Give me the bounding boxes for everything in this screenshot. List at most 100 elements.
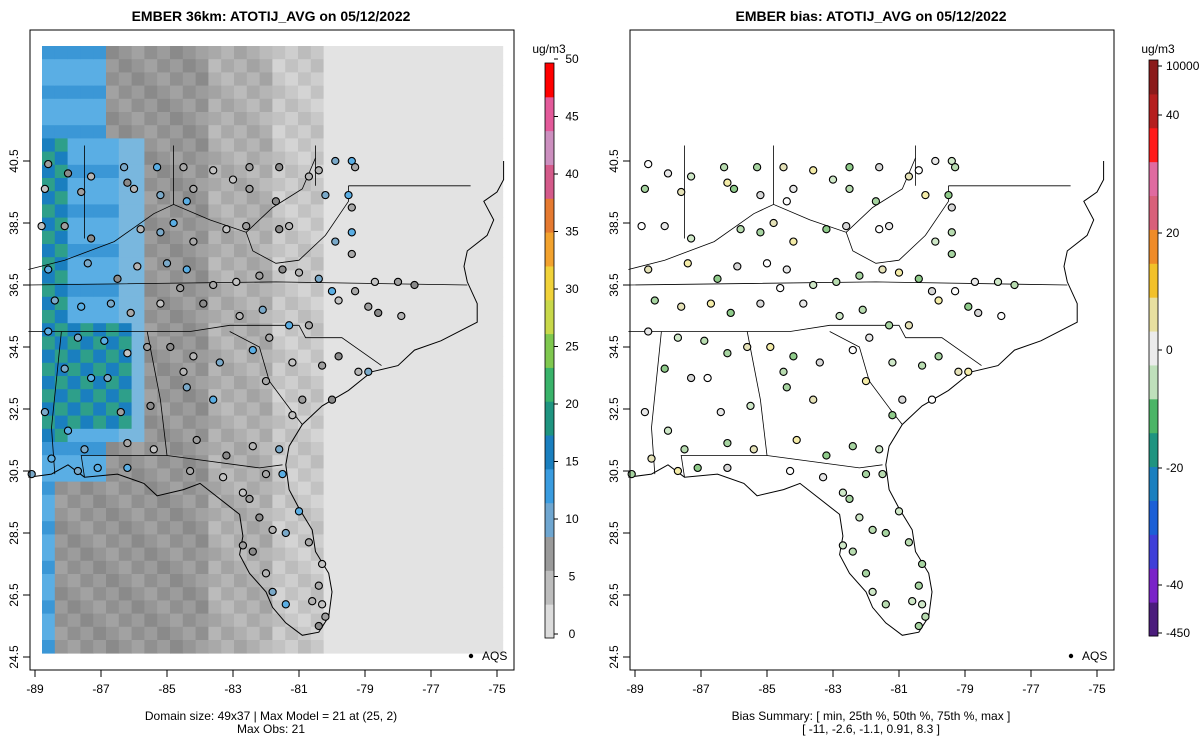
grid-cell (285, 46, 299, 60)
grid-cell (234, 362, 248, 377)
grid-cell (323, 178, 337, 192)
grid-cell (362, 257, 376, 271)
grid-cell (298, 336, 312, 350)
grid-cell (438, 600, 452, 614)
grid-cell (387, 296, 401, 311)
grid-cell (426, 46, 440, 60)
left-ytick-label: 32.5 (7, 397, 21, 421)
grid-cell (93, 494, 107, 509)
grid-cell (67, 534, 81, 548)
grid-cell (349, 376, 363, 390)
grid-cell (464, 270, 478, 284)
grid-cell (413, 46, 427, 60)
grid-cell (246, 428, 260, 443)
grid-cell (195, 72, 209, 86)
right-legend-label: AQS (1082, 649, 1107, 663)
grid-cell (234, 283, 248, 298)
grid-cell (451, 574, 465, 588)
right-colorbar-segment (1149, 602, 1158, 637)
grid-cell (336, 270, 350, 284)
grid-cell (118, 59, 132, 73)
grid-cell (54, 521, 68, 535)
left-ytick-label: 34.5 (7, 335, 21, 359)
grid-cell (323, 468, 337, 482)
grid-cell (67, 521, 81, 535)
grid-cell (195, 442, 209, 456)
grid-cell (464, 560, 478, 575)
grid-cell (42, 46, 56, 60)
grid-cell (387, 323, 401, 337)
grid-cell (272, 125, 286, 139)
grid-cell (157, 521, 171, 535)
grid-cell (259, 613, 273, 628)
left-colorbar-segment (545, 502, 554, 538)
right-site-marker (881, 528, 890, 538)
grid-cell (67, 508, 81, 522)
left-site-marker (275, 445, 284, 454)
left-colorbar-segment (545, 367, 554, 402)
grid-cell (80, 494, 94, 509)
grid-cell (464, 587, 478, 601)
left-site-marker (321, 190, 330, 200)
state-border (28, 281, 468, 286)
left-colorbar-label: 30 (565, 282, 579, 296)
grid-cell (170, 626, 184, 641)
grid-cell (80, 349, 94, 364)
grid-cell (42, 98, 56, 113)
grid-cell (106, 257, 120, 271)
grid-cell (413, 508, 427, 522)
grid-cell (221, 244, 235, 258)
grid-cell (451, 230, 465, 245)
grid-cell (157, 46, 171, 60)
grid-cell (118, 98, 132, 113)
grid-cell (170, 560, 184, 575)
grid-cell (170, 138, 184, 152)
grid-cell (490, 600, 504, 614)
grid-cell (93, 442, 107, 456)
grid-cell (259, 46, 273, 60)
grid-cell (362, 428, 376, 443)
grid-cell (157, 415, 171, 430)
right-site-marker (845, 163, 854, 172)
grid-cell (208, 72, 222, 86)
grid-cell (131, 442, 145, 456)
left-site-marker (294, 268, 304, 277)
grid-cell (426, 468, 440, 482)
grid-cell (374, 204, 388, 218)
grid-cell (131, 376, 145, 390)
grid-cell (362, 574, 376, 588)
grid-cell (336, 587, 350, 601)
grid-cell (118, 376, 132, 390)
grid-cell (93, 178, 107, 192)
grid-cell (310, 217, 324, 232)
grid-cell (336, 362, 350, 377)
right-site-marker (677, 302, 686, 311)
right-site-marker (964, 302, 973, 311)
grid-cell (336, 125, 350, 139)
left-colorbar-segment (545, 333, 554, 368)
grid-cell (426, 296, 440, 311)
grid-cell (387, 46, 401, 60)
grid-cell (246, 574, 260, 588)
grid-cell (464, 376, 478, 390)
left-site-marker (317, 361, 327, 370)
grid-cell (42, 59, 56, 73)
grid-cell (349, 574, 363, 588)
grid-cell (131, 415, 145, 430)
grid-cell (374, 574, 388, 588)
grid-cell (336, 613, 350, 628)
grid-cell (93, 164, 107, 179)
grid-cell (490, 138, 504, 152)
grid-cell (54, 151, 68, 166)
left-ytick-label: 38.5 (7, 211, 21, 235)
grid-cell (438, 151, 452, 166)
grid-cell (157, 442, 171, 456)
grid-cell (362, 191, 376, 205)
left-site-marker (347, 228, 356, 237)
grid-cell (336, 626, 350, 641)
grid-cell (451, 204, 465, 218)
grid-cell (157, 178, 171, 192)
grid-cell (80, 244, 94, 258)
left-colorbar-segment (545, 604, 554, 639)
grid-cell (54, 508, 68, 522)
